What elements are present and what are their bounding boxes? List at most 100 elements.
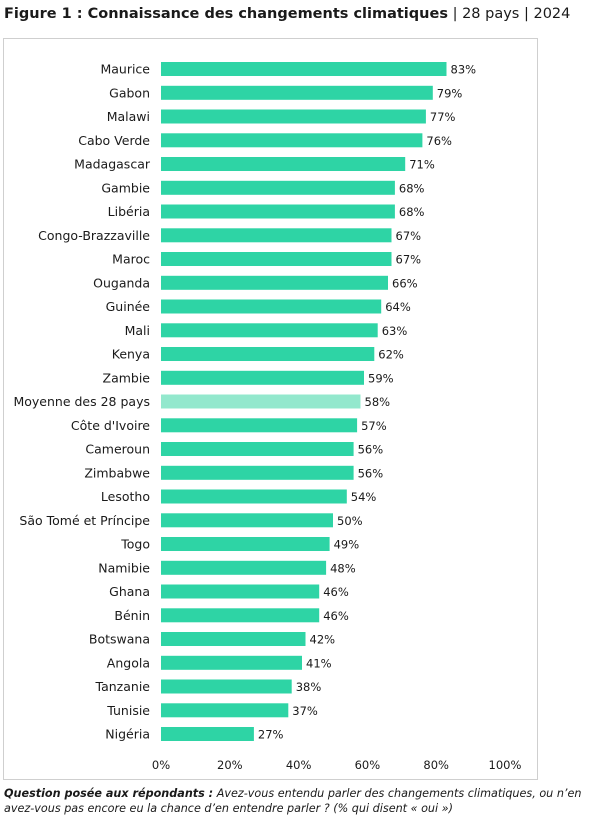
bar bbox=[161, 418, 358, 433]
bar bbox=[161, 133, 423, 148]
x-tick-label: 60% bbox=[355, 758, 381, 772]
value-label: 54% bbox=[351, 490, 377, 504]
category-label: Cabo Verde bbox=[78, 133, 150, 148]
category-label: Gabon bbox=[109, 85, 150, 100]
bar bbox=[161, 370, 364, 385]
bar bbox=[161, 608, 320, 623]
value-label: 66% bbox=[392, 276, 418, 290]
category-label: Gambie bbox=[101, 180, 150, 195]
value-label: 56% bbox=[358, 443, 384, 457]
value-label: 63% bbox=[382, 324, 408, 338]
value-label: 46% bbox=[323, 609, 349, 623]
value-label: 57% bbox=[361, 419, 387, 433]
bar bbox=[161, 252, 392, 266]
title-separator: | bbox=[523, 6, 529, 22]
x-tick-label: 20% bbox=[217, 758, 243, 772]
value-label: 76% bbox=[426, 134, 452, 148]
bar bbox=[161, 299, 382, 314]
figure-label: Figure 1 : Connaissance des changements … bbox=[4, 6, 448, 22]
value-label: 67% bbox=[396, 253, 422, 267]
value-label: 68% bbox=[399, 181, 425, 195]
bar bbox=[161, 347, 375, 361]
value-label: 68% bbox=[399, 205, 425, 219]
bar bbox=[161, 442, 354, 456]
category-label: Guinée bbox=[106, 299, 151, 314]
bar bbox=[161, 180, 395, 195]
category-label: Maroc bbox=[112, 252, 150, 267]
value-label: 37% bbox=[292, 704, 318, 718]
value-label: 38% bbox=[296, 680, 322, 694]
question-text: Avez-vous entendu parler des changements… bbox=[4, 787, 582, 815]
bar bbox=[161, 323, 378, 338]
x-tick-label: 40% bbox=[286, 758, 312, 772]
question-label: Question posée aux répondants : bbox=[4, 787, 214, 800]
category-label: Tunisie bbox=[106, 703, 150, 718]
x-tick-label: 80% bbox=[423, 758, 449, 772]
value-label: 64% bbox=[385, 300, 411, 314]
bar bbox=[161, 109, 426, 124]
category-label: Zambie bbox=[103, 370, 151, 385]
x-tick-label: 0% bbox=[152, 758, 170, 772]
category-label: Kenya bbox=[112, 347, 150, 362]
category-label: Côte d'Ivoire bbox=[71, 418, 150, 433]
category-label: Mali bbox=[125, 323, 150, 338]
bar bbox=[161, 727, 254, 741]
chart-panel bbox=[3, 38, 538, 780]
value-label: 58% bbox=[365, 395, 391, 409]
category-label: Namibie bbox=[98, 560, 150, 575]
bar bbox=[161, 204, 395, 219]
bar bbox=[161, 228, 392, 243]
category-label: Tanzanie bbox=[95, 679, 151, 694]
question-note: Question posée aux répondants : Avez-vou… bbox=[4, 786, 594, 816]
category-label: Moyenne des 28 pays bbox=[13, 394, 150, 409]
value-label: 56% bbox=[358, 466, 384, 480]
value-label: 83% bbox=[451, 63, 477, 77]
figure-title: Figure 1 : Connaissance des changements … bbox=[4, 6, 570, 22]
value-label: 42% bbox=[310, 633, 336, 647]
bar bbox=[161, 703, 289, 718]
category-label: Angola bbox=[107, 655, 150, 670]
category-label: Togo bbox=[120, 537, 150, 552]
category-label: Ouganda bbox=[93, 275, 150, 290]
bar bbox=[161, 584, 320, 599]
value-label: 79% bbox=[437, 86, 463, 100]
category-label: Madagascar bbox=[74, 157, 151, 172]
bar bbox=[161, 632, 306, 646]
value-label: 50% bbox=[337, 514, 363, 528]
bar bbox=[161, 394, 361, 409]
value-label: 62% bbox=[378, 348, 404, 362]
category-label: Zimbabwe bbox=[84, 465, 150, 480]
value-label: 48% bbox=[330, 561, 356, 575]
bar bbox=[161, 275, 388, 290]
category-label: Cameroun bbox=[85, 442, 150, 457]
category-label: Congo-Brazzaville bbox=[38, 228, 150, 243]
bar bbox=[161, 560, 327, 575]
category-label: Ghana bbox=[109, 584, 150, 599]
category-label: Nigéria bbox=[105, 727, 150, 742]
value-label: 49% bbox=[334, 538, 360, 552]
bar bbox=[161, 679, 292, 694]
value-label: 77% bbox=[430, 110, 456, 124]
category-label: Libéria bbox=[108, 204, 150, 219]
value-label: 46% bbox=[323, 585, 349, 599]
category-label: Maurice bbox=[100, 62, 150, 77]
bar bbox=[161, 85, 433, 100]
category-label: Bénin bbox=[114, 608, 150, 623]
country-count: 28 pays bbox=[462, 6, 520, 22]
bar bbox=[161, 655, 302, 670]
bar bbox=[161, 157, 406, 171]
value-label: 27% bbox=[258, 728, 284, 742]
category-label: São Tomé et Príncipe bbox=[19, 513, 150, 528]
value-label: 71% bbox=[409, 158, 435, 172]
value-label: 41% bbox=[306, 656, 332, 670]
bar bbox=[161, 537, 330, 551]
value-label: 67% bbox=[396, 229, 422, 243]
title-separator: | bbox=[452, 6, 458, 22]
bar bbox=[161, 513, 333, 528]
survey-year: 2024 bbox=[533, 6, 571, 22]
value-label: 59% bbox=[368, 371, 394, 385]
category-label: Malawi bbox=[107, 109, 150, 124]
bar bbox=[161, 62, 447, 76]
category-label: Botswana bbox=[89, 632, 150, 647]
